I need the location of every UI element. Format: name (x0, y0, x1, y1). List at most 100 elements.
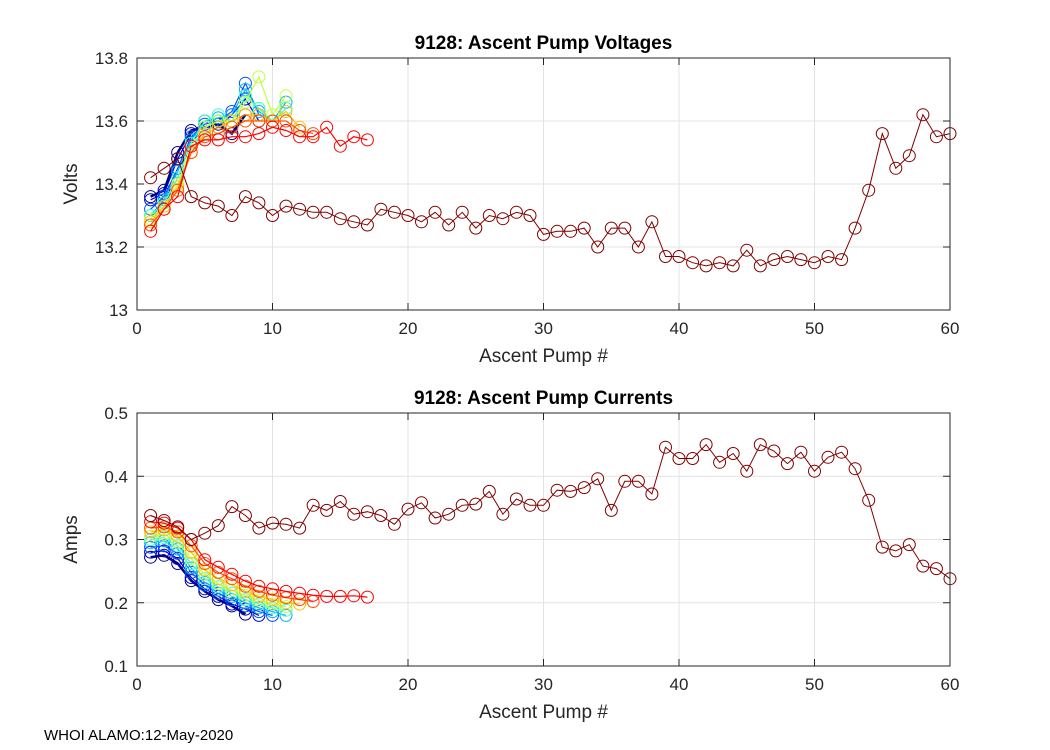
data-point (740, 243, 754, 257)
data-point (875, 127, 889, 141)
data-point (252, 70, 266, 84)
data-point (279, 114, 293, 128)
x-tick-label: 60 (941, 675, 960, 694)
data-point (238, 596, 252, 610)
data-point (659, 440, 672, 454)
y-tick-label: 0.4 (104, 467, 128, 486)
data-point (211, 577, 225, 591)
data-point (360, 133, 374, 147)
data-point (699, 438, 713, 452)
data-point (347, 589, 361, 603)
data-point (604, 503, 618, 517)
data-point (171, 557, 185, 570)
data-point (293, 130, 307, 144)
data-point (713, 256, 727, 270)
data-point (509, 205, 523, 219)
y-tick-label: 0.1 (104, 657, 128, 676)
data-point (211, 133, 225, 147)
data-point (157, 539, 171, 553)
data-point (279, 105, 293, 118)
x-tick-label: 30 (534, 319, 553, 338)
data-point (618, 474, 632, 488)
data-point (238, 593, 252, 607)
data-point (333, 139, 347, 153)
data-point (753, 438, 767, 452)
data-point (713, 455, 727, 469)
data-point (591, 240, 605, 254)
data-point (266, 597, 279, 611)
data-point (279, 517, 293, 531)
data-point (808, 256, 821, 270)
data-point (929, 562, 943, 576)
data-point (469, 497, 483, 511)
data-point (279, 596, 293, 610)
series-line-2 (150, 545, 273, 616)
data-point (144, 529, 158, 543)
data-point (238, 509, 252, 522)
data-point (184, 561, 198, 575)
data-point (387, 517, 401, 531)
data-point (252, 127, 266, 141)
data-point (780, 457, 794, 471)
data-point (401, 502, 415, 516)
data-point (279, 124, 293, 137)
series-group (144, 438, 957, 622)
data-point (157, 199, 171, 213)
data-point (225, 120, 239, 134)
data-point (184, 190, 198, 204)
data-point (306, 127, 320, 141)
y-tick-label: 13.8 (95, 49, 128, 68)
data-point (320, 503, 334, 517)
data-point (225, 586, 239, 600)
data-point (211, 565, 225, 579)
data-point (306, 130, 320, 144)
data-point (564, 224, 578, 238)
data-point (144, 550, 158, 564)
data-point (171, 539, 185, 553)
data-point (266, 608, 279, 622)
data-point (929, 130, 943, 144)
data-point (618, 221, 632, 235)
data-point (252, 589, 266, 603)
data-point (360, 505, 374, 519)
y-tick-label: 13.6 (95, 112, 128, 131)
data-point (333, 495, 347, 508)
data-point (537, 498, 550, 512)
data-point (184, 139, 198, 153)
data-point (645, 487, 659, 501)
data-point (767, 444, 781, 458)
data-point (753, 259, 767, 273)
data-point (238, 574, 252, 588)
data-point (252, 593, 266, 607)
data-point (225, 105, 239, 118)
x-tick-label: 40 (670, 319, 689, 338)
data-point (144, 536, 158, 550)
chart-title: 9128: Ascent Pump Currents (414, 388, 673, 409)
data-point (645, 215, 659, 229)
data-point (252, 521, 266, 535)
data-point (238, 607, 252, 621)
data-point (306, 205, 320, 219)
data-point (157, 523, 171, 537)
y-tick-label: 13.2 (95, 238, 128, 257)
series-line-6 (150, 529, 300, 605)
y-tick-label: 0.5 (104, 404, 128, 423)
data-point (184, 557, 198, 570)
data-point (902, 538, 916, 552)
data-point (482, 209, 496, 222)
series-line-2 (150, 81, 273, 210)
data-point (252, 597, 266, 611)
data-point (469, 221, 483, 235)
data-point (523, 209, 537, 222)
data-point (455, 205, 469, 219)
series-line-4 (150, 536, 287, 611)
data-point (144, 540, 158, 554)
data-point (184, 574, 198, 588)
data-point (726, 447, 740, 460)
x-tick-label: 60 (941, 319, 960, 338)
data-point (374, 202, 388, 216)
data-point (320, 120, 334, 134)
series-line-6 (150, 110, 301, 223)
data-point (171, 520, 185, 534)
data-point (374, 509, 388, 522)
